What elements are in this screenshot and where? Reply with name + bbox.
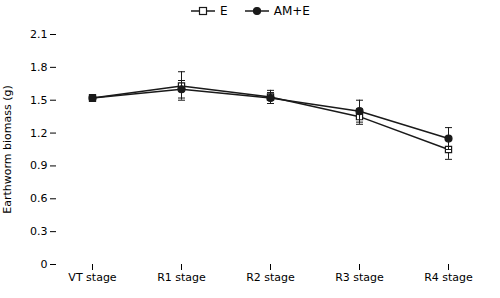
svg-text:0: 0 <box>41 258 48 271</box>
svg-text:0.3: 0.3 <box>30 225 48 238</box>
html-text:E: E <box>220 4 228 18</box>
svg-text:R4 stage: R4 stage <box>424 271 473 284</box>
svg-text:1.5: 1.5 <box>30 94 48 107</box>
svg-text:R1 stage: R1 stage <box>157 271 206 284</box>
svg-text:R3 stage: R3 stage <box>335 271 384 284</box>
svg-text:VT stage: VT stage <box>68 271 117 284</box>
svg-text:1.8: 1.8 <box>30 61 48 74</box>
svg-text:2.1: 2.1 <box>30 28 48 41</box>
html-text:AM+E: AM+E <box>273 4 310 18</box>
svg-text:0.9: 0.9 <box>30 159 48 172</box>
svg-text:Earthworm biomass (g): Earthworm biomass (g) <box>1 85 14 214</box>
svg-text:R2 stage: R2 stage <box>246 271 295 284</box>
svg-text:1.2: 1.2 <box>30 127 48 140</box>
svg-text:0.6: 0.6 <box>30 192 48 205</box>
